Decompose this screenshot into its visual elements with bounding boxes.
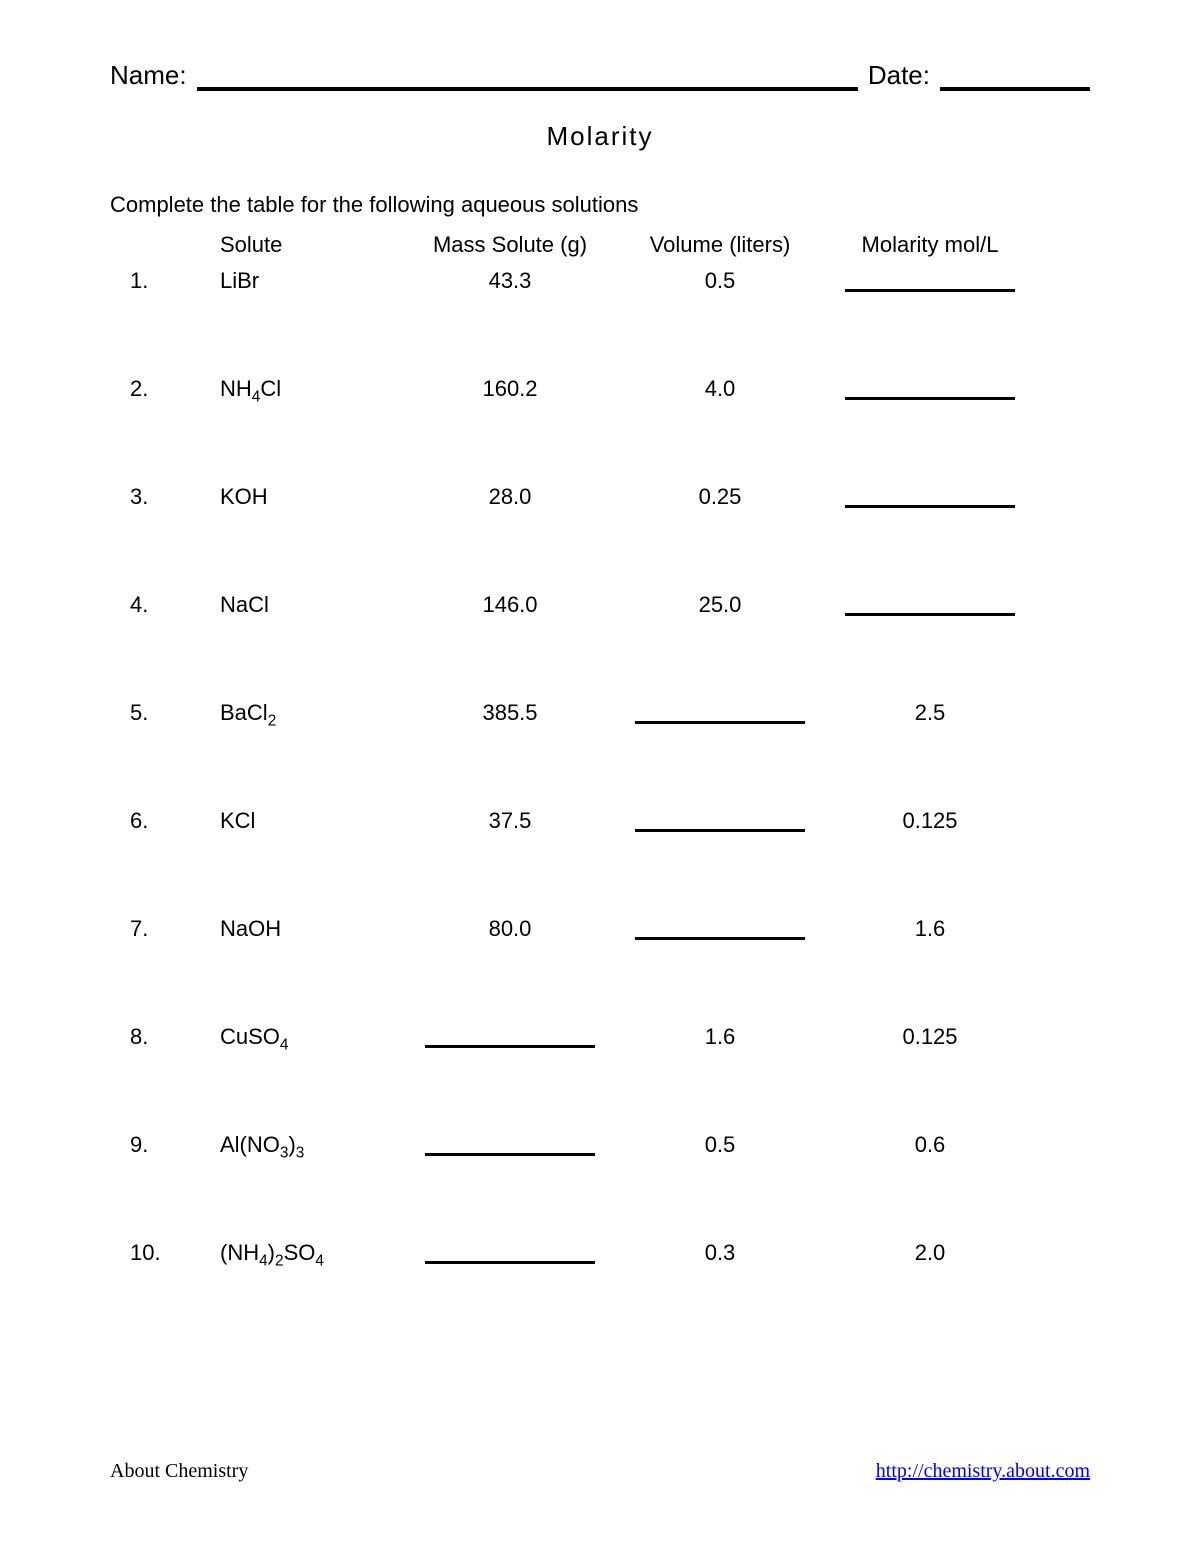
table-row: 5. BaCl2 385.5 2.5 <box>110 690 1090 798</box>
answer-blank-mass-9[interactable] <box>425 1132 595 1156</box>
answer-blank-volume-7[interactable] <box>635 916 805 940</box>
row-index: 6. <box>110 808 210 834</box>
mass-blank <box>410 1024 610 1048</box>
molarity-blank <box>830 376 1030 400</box>
row-index: 1. <box>110 268 210 294</box>
table-row: 2. NH4Cl 160.2 4.0 <box>110 366 1090 474</box>
solute-formula: Al(NO3)3 <box>220 1132 400 1162</box>
volume-blank <box>620 700 820 724</box>
solute-formula: CuSO4 <box>220 1024 400 1054</box>
answer-blank-volume-6[interactable] <box>635 808 805 832</box>
volume-value: 0.5 <box>620 268 820 294</box>
volume-blank <box>620 808 820 832</box>
solute-formula: NH4Cl <box>220 376 400 406</box>
answer-blank-molarity-4[interactable] <box>845 592 1015 616</box>
mass-blank <box>410 1132 610 1156</box>
molarity-table: Solute Mass Solute (g) Volume (liters) M… <box>110 226 1090 1338</box>
worksheet-page: Name: Date: Molarity Complete the table … <box>0 0 1200 1553</box>
header-row: Name: Date: <box>110 60 1090 91</box>
volume-value: 1.6 <box>620 1024 820 1050</box>
molarity-value: 0.125 <box>830 808 1030 834</box>
volume-blank <box>620 916 820 940</box>
solute-formula: LiBr <box>220 268 400 294</box>
molarity-blank <box>830 268 1030 292</box>
name-label: Name: <box>110 60 187 91</box>
table-row: 3. KOH 28.0 0.25 <box>110 474 1090 582</box>
date-label: Date: <box>868 60 930 91</box>
footer-link[interactable]: http://chemistry.about.com <box>876 1460 1090 1483</box>
col-mass: Mass Solute (g) <box>410 232 610 258</box>
table-row: 10. (NH4)2SO4 0.3 2.0 <box>110 1230 1090 1338</box>
row-index: 5. <box>110 700 210 726</box>
footer: About Chemistry http://chemistry.about.c… <box>110 1460 1090 1483</box>
table-row: 7. NaOH 80.0 1.6 <box>110 906 1090 1014</box>
table-row: 9. Al(NO3)3 0.5 0.6 <box>110 1122 1090 1230</box>
row-index: 3. <box>110 484 210 510</box>
volume-value: 0.5 <box>620 1132 820 1158</box>
molarity-blank <box>830 484 1030 508</box>
col-solute: Solute <box>220 232 400 258</box>
volume-value: 0.3 <box>620 1240 820 1266</box>
mass-blank <box>410 1240 610 1264</box>
solute-formula: KCl <box>220 808 400 834</box>
table-row: 8. CuSO4 1.6 0.125 <box>110 1014 1090 1122</box>
answer-blank-mass-8[interactable] <box>425 1024 595 1048</box>
table-header-row: Solute Mass Solute (g) Volume (liters) M… <box>110 226 1090 258</box>
volume-value: 4.0 <box>620 376 820 402</box>
volume-value: 25.0 <box>620 592 820 618</box>
footer-left: About Chemistry <box>110 1460 248 1483</box>
row-index: 10. <box>110 1240 210 1266</box>
molarity-value: 0.6 <box>830 1132 1030 1158</box>
volume-value: 0.25 <box>620 484 820 510</box>
mass-value: 160.2 <box>410 376 610 402</box>
mass-value: 80.0 <box>410 916 610 942</box>
row-index: 2. <box>110 376 210 402</box>
molarity-blank <box>830 592 1030 616</box>
row-index: 4. <box>110 592 210 618</box>
answer-blank-molarity-2[interactable] <box>845 376 1015 400</box>
answer-blank-molarity-1[interactable] <box>845 268 1015 292</box>
date-blank[interactable] <box>940 65 1090 91</box>
instruction-text: Complete the table for the following aqu… <box>110 192 1090 218</box>
solute-formula: NaOH <box>220 916 400 942</box>
mass-value: 385.5 <box>410 700 610 726</box>
row-index: 7. <box>110 916 210 942</box>
molarity-value: 0.125 <box>830 1024 1030 1050</box>
row-index: 9. <box>110 1132 210 1158</box>
answer-blank-mass-10[interactable] <box>425 1240 595 1264</box>
col-molarity: Molarity mol/L <box>830 232 1030 258</box>
mass-value: 28.0 <box>410 484 610 510</box>
solute-formula: BaCl2 <box>220 700 400 730</box>
row-index: 8. <box>110 1024 210 1050</box>
table-row: 1. LiBr 43.3 0.5 <box>110 258 1090 366</box>
mass-value: 146.0 <box>410 592 610 618</box>
solute-formula: KOH <box>220 484 400 510</box>
col-volume: Volume (liters) <box>620 232 820 258</box>
name-blank[interactable] <box>197 65 858 91</box>
answer-blank-molarity-3[interactable] <box>845 484 1015 508</box>
solute-formula: NaCl <box>220 592 400 618</box>
mass-value: 43.3 <box>410 268 610 294</box>
molarity-value: 1.6 <box>830 916 1030 942</box>
table-row: 4. NaCl 146.0 25.0 <box>110 582 1090 690</box>
page-title: Molarity <box>110 121 1090 152</box>
solute-formula: (NH4)2SO4 <box>220 1240 400 1270</box>
molarity-value: 2.0 <box>830 1240 1030 1266</box>
molarity-value: 2.5 <box>830 700 1030 726</box>
mass-value: 37.5 <box>410 808 610 834</box>
table-row: 6. KCl 37.5 0.125 <box>110 798 1090 906</box>
answer-blank-volume-5[interactable] <box>635 700 805 724</box>
